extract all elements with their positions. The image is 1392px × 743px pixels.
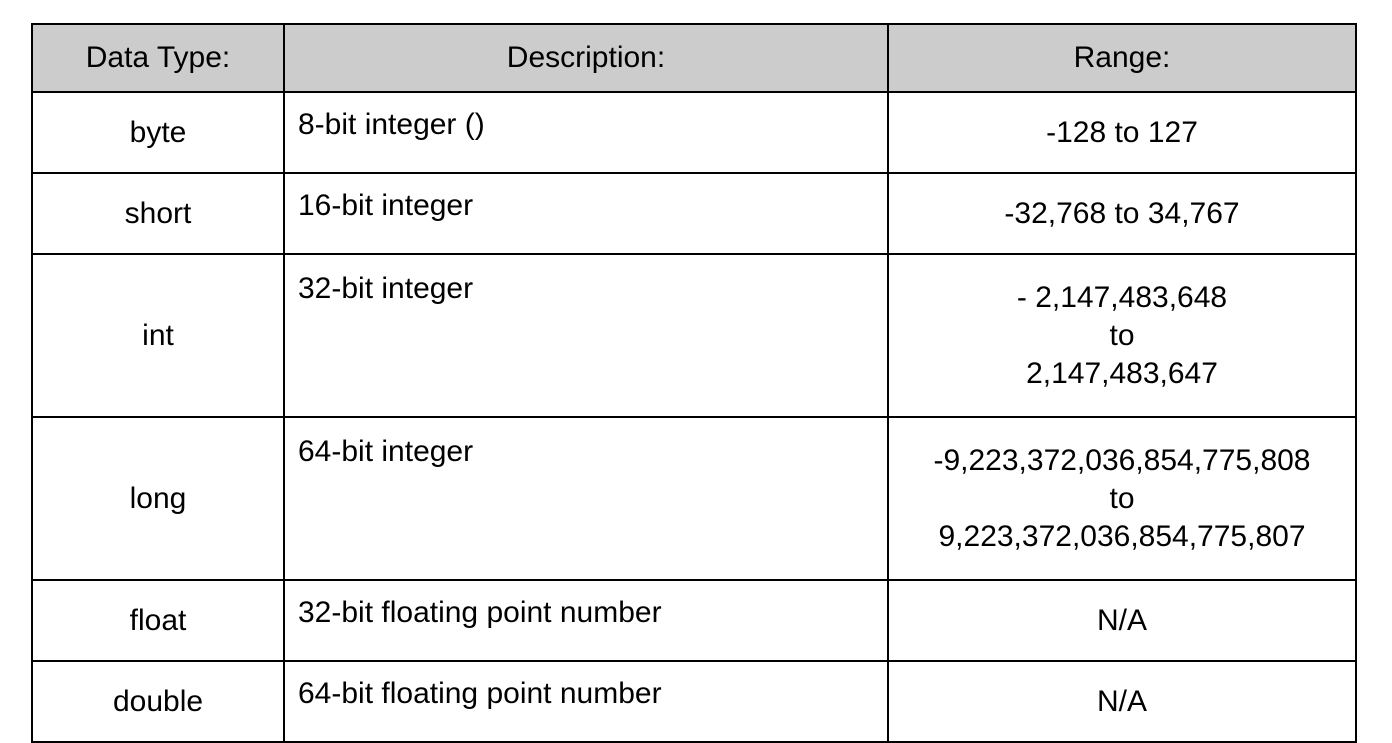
range-text: N/A xyxy=(1096,603,1147,637)
header-description: Description: xyxy=(283,23,889,93)
cell-range: -32,768 to 34,767 xyxy=(887,172,1357,255)
cell-description: 16-bit integer xyxy=(283,172,889,255)
table-header: Data Type: Description: Range: xyxy=(31,23,1357,93)
cell-description: 32-bit integer xyxy=(283,253,889,418)
header-row: Data Type: Description: Range: xyxy=(31,23,1357,93)
cell-description: 32-bit floating point number xyxy=(283,579,889,662)
table-row-short: short 16-bit integer -32,768 to 34,767 xyxy=(31,172,1357,255)
table-row-byte: byte 8-bit integer () -128 to 127 xyxy=(31,91,1357,174)
cell-type: short xyxy=(31,172,285,255)
cell-description: 64-bit floating point number xyxy=(283,660,889,743)
header-data-type: Data Type: xyxy=(31,23,285,93)
cell-range: N/A xyxy=(887,579,1357,662)
cell-type: float xyxy=(31,579,285,662)
cell-type: byte xyxy=(31,91,285,174)
table-row-double: double 64-bit floating point number N/A xyxy=(31,660,1357,743)
range-min: - 2,147,483,648 xyxy=(1016,280,1228,314)
range-separator: to xyxy=(1109,481,1135,515)
range-min: -9,223,372,036,854,775,808 xyxy=(933,443,1311,477)
cell-description: 64-bit integer xyxy=(283,416,889,581)
cell-range: N/A xyxy=(887,660,1357,743)
table-row-long: long 64-bit integer -9,223,372,036,854,7… xyxy=(31,416,1357,581)
table-body: byte 8-bit integer () -128 to 127 short … xyxy=(31,91,1357,743)
range-max: 9,223,372,036,854,775,807 xyxy=(938,519,1306,553)
range-text: N/A xyxy=(1096,684,1147,718)
table-row-int: int 32-bit integer - 2,147,483,648 to 2,… xyxy=(31,253,1357,418)
table-row-float: float 32-bit floating point number N/A xyxy=(31,579,1357,662)
cell-type: int xyxy=(31,253,285,418)
data-types-table: Data Type: Description: Range: byte 8-bi… xyxy=(31,23,1357,743)
range-text: -128 to 127 xyxy=(1046,115,1198,149)
cell-type: double xyxy=(31,660,285,743)
range-separator: to xyxy=(1109,318,1135,352)
cell-range: -128 to 127 xyxy=(887,91,1357,174)
cell-type: long xyxy=(31,416,285,581)
cell-range: -9,223,372,036,854,775,808 to 9,223,372,… xyxy=(887,416,1357,581)
header-range: Range: xyxy=(887,23,1357,93)
range-text: -32,768 to 34,767 xyxy=(1004,196,1240,230)
range-max: 2,147,483,647 xyxy=(1026,356,1218,390)
cell-range: - 2,147,483,648 to 2,147,483,647 xyxy=(887,253,1357,418)
cell-description: 8-bit integer () xyxy=(283,91,889,174)
